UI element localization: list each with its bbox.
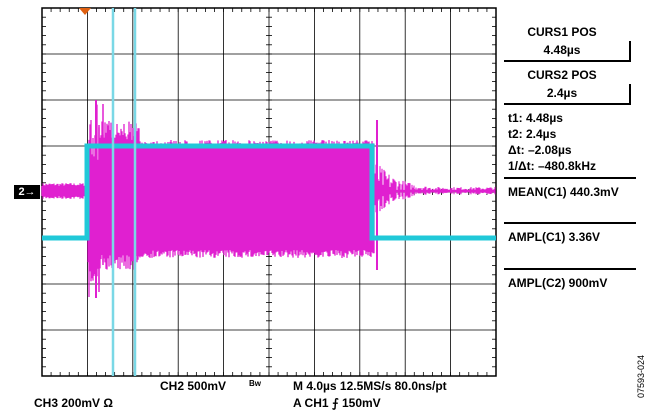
curs2-title: CURS2 POS <box>527 68 597 82</box>
ampl-c1-readout: AMPL(C1) 3.36V <box>508 230 601 244</box>
divider-3 <box>504 268 636 270</box>
mean-c1-readout: MEAN(C1) 440.3mV <box>508 185 619 199</box>
curs2-bracket <box>629 84 631 104</box>
curs1-bracket <box>629 41 631 61</box>
curs1-value: 4.48µs <box>543 43 581 57</box>
t1-readout: t1: 4.48µs <box>508 111 563 125</box>
c1-trace <box>42 143 496 241</box>
ch3-settings: CH3 200mV Ω <box>34 396 113 410</box>
ch2-settings: CH2 500mV <box>160 379 227 393</box>
divider-2 <box>504 222 636 224</box>
ch2-trace <box>41 100 496 298</box>
curs1-title: CURS1 POS <box>527 25 597 39</box>
figure-id: 07593-024 <box>636 354 646 398</box>
curs2-value: 2.4µs <box>546 86 578 100</box>
t2-readout: t2: 2.4µs <box>508 127 557 141</box>
curs2-underline <box>504 103 631 105</box>
delta-t-readout: Δt: –2.08µs <box>508 143 572 157</box>
trigger-position-icon <box>79 8 91 15</box>
curs1-underline <box>504 60 631 62</box>
inv-delta-t-readout: 1/Δt: –480.8kHz <box>508 159 597 173</box>
bandwidth-limit-icon: Bw <box>249 379 261 388</box>
channel-2-marker: 2→ <box>14 185 40 199</box>
ampl-c2-readout: AMPL(C2) 900mV <box>508 276 608 290</box>
trigger-settings: A CH1 ⨍ 150mV <box>293 396 381 410</box>
divider-1 <box>504 177 636 179</box>
timebase-settings: M 4.0µs 12.5MS/s 80.0ns/pt <box>293 379 447 393</box>
